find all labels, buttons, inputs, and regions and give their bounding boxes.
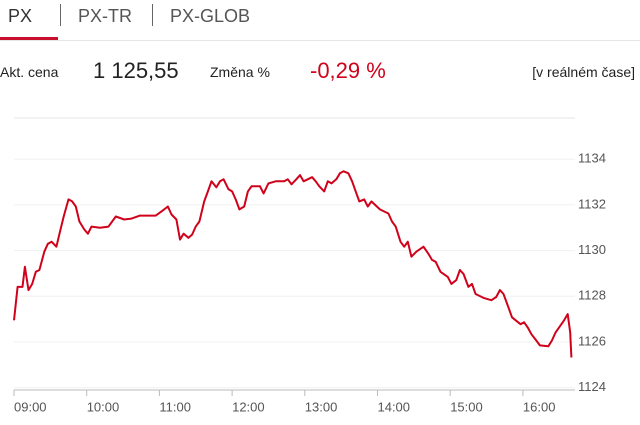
x-tick-label: 09:00	[14, 399, 47, 414]
change: -0,29 %	[310, 58, 386, 83]
x-tick-label: 14:00	[377, 399, 410, 414]
x-tick-label: 13:00	[305, 399, 338, 414]
price-label: Akt. cena	[0, 64, 59, 80]
price-line	[13, 170, 573, 358]
y-tick-label: 1128	[578, 288, 606, 303]
tab[interactable]: PX	[8, 6, 33, 26]
tab[interactable]: PX-TR	[78, 6, 132, 26]
x-tick-label: 11:00	[159, 399, 191, 414]
active-tab-indicator	[0, 37, 58, 40]
x-tick-label: 16:00	[523, 399, 556, 414]
x-tick-label: 12:00	[232, 399, 265, 414]
y-tick-label: 1124	[578, 379, 606, 394]
price: 1 125,55	[93, 58, 179, 83]
tab[interactable]: PX-GLOB	[170, 6, 251, 26]
x-tick-label: 10:00	[87, 399, 120, 414]
realtime-note: [v reálném čase]	[532, 64, 635, 80]
x-tick-label: 15:00	[450, 399, 483, 414]
y-tick-label: 1130	[578, 242, 606, 257]
y-tick-label: 1126	[578, 333, 606, 348]
y-tick-label: 1134	[578, 151, 606, 166]
y-tick-label: 1132	[578, 196, 606, 211]
separator	[152, 4, 153, 26]
separator	[60, 4, 61, 26]
tab-bar: PX PX-TR PX-GLOB	[0, 0, 640, 41]
change-label: Změna %	[210, 64, 270, 80]
